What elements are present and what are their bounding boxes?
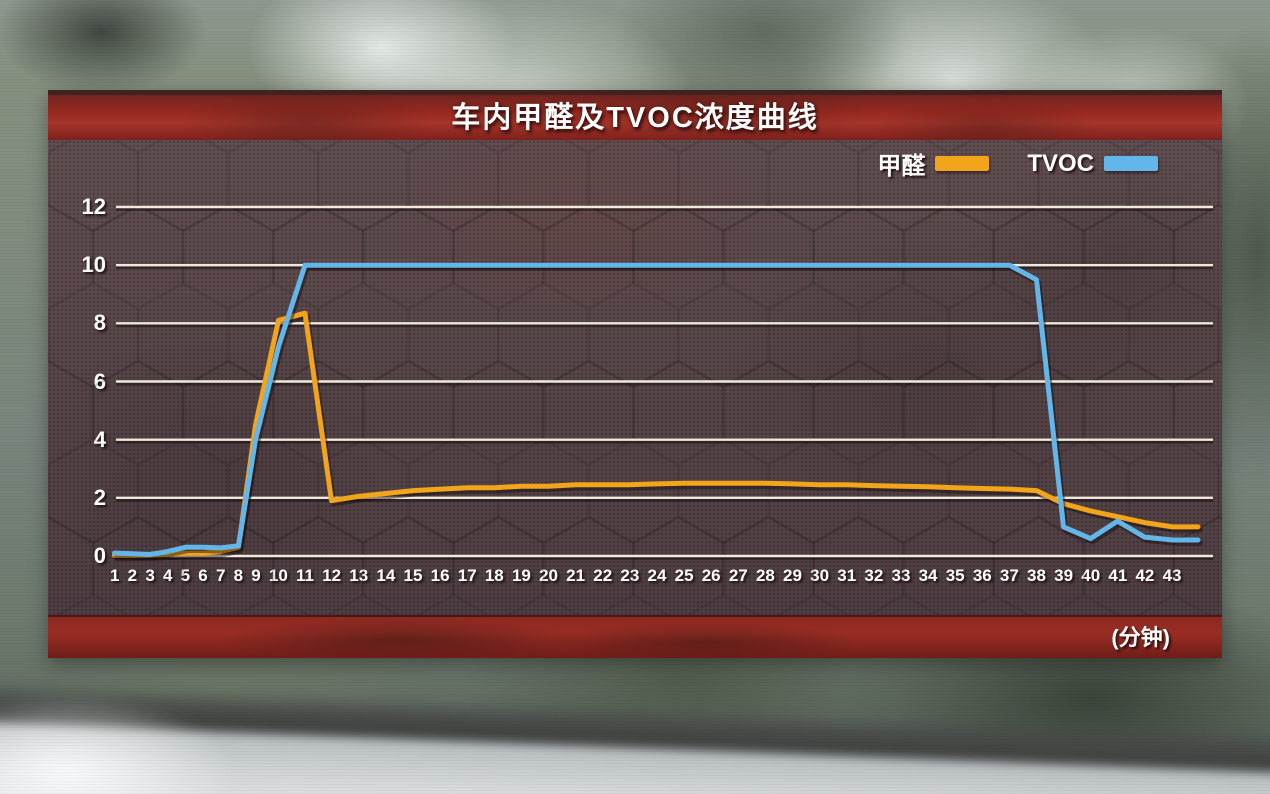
chart-header-band: 车内甲醛及TVOC浓度曲线 <box>48 90 1222 140</box>
chart-title: 车内甲醛及TVOC浓度曲线 <box>451 102 819 134</box>
honeycomb-texture <box>48 140 1222 615</box>
legend-item-tvoc: TVOC <box>1027 150 1158 178</box>
chart-body: 甲醛 TVOC 024681012 1234567891011121314151… <box>48 140 1222 615</box>
chart-footer-band: (分钟) <box>48 615 1222 658</box>
tvoc-series-line <box>112 262 1201 557</box>
legend-label-tvoc: TVOC <box>1027 149 1094 177</box>
legend-label-formaldehyde: 甲醛 <box>877 153 926 180</box>
chart-legend: 甲醛 TVOC <box>877 146 1158 181</box>
plot-svg <box>48 140 1222 615</box>
legend-swatch-tvoc <box>1104 156 1158 171</box>
legend-item-formaldehyde: 甲醛 <box>877 146 990 181</box>
background-highlight <box>0 660 360 794</box>
x-axis-unit-label: (分钟) <box>1111 625 1170 650</box>
chart-panel: 车内甲醛及TVOC浓度曲线 甲醛 TVOC 024681012 12345678… <box>48 90 1222 658</box>
legend-swatch-formaldehyde <box>935 156 990 171</box>
